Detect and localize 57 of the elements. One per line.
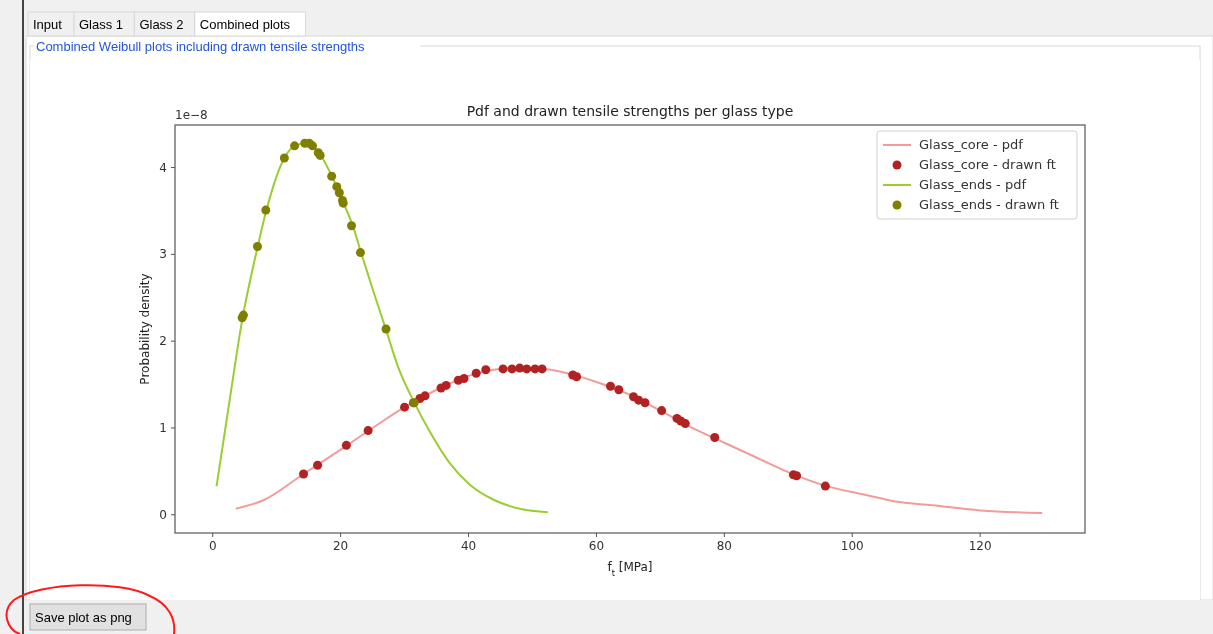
legend-label: Glass_core - pdf	[919, 137, 1024, 152]
text: Save plot as png	[35, 610, 132, 625]
text: Glass 1	[79, 17, 124, 32]
point	[710, 433, 720, 443]
point	[680, 419, 690, 429]
point	[313, 460, 323, 470]
point	[522, 364, 532, 374]
x-tick-label: 0	[208, 539, 217, 553]
text: Combined plots	[199, 17, 291, 32]
point	[640, 398, 650, 408]
x-tick-label: 100	[840, 539, 864, 553]
point	[327, 171, 337, 181]
point	[614, 385, 624, 395]
text: 1e−8	[175, 108, 208, 122]
y-tick-label: 2	[159, 334, 167, 349]
point	[471, 368, 481, 378]
point	[820, 481, 830, 491]
point	[253, 242, 262, 252]
point	[537, 364, 547, 374]
chart-title: Pdf and drawn tensile strengths per glass type	[466, 103, 794, 119]
point	[363, 426, 373, 436]
point	[334, 188, 344, 198]
x-tick-label: 60	[588, 539, 605, 553]
text: Glass 2	[139, 17, 184, 32]
point	[261, 205, 271, 215]
chart-subtitle: Combined Weibull plots including drawn tensile strengths	[36, 39, 366, 54]
point	[347, 221, 356, 231]
y-tick-label: 4	[159, 160, 167, 175]
y-axis-title: Probability density	[138, 273, 152, 385]
x-tick-label: 40	[460, 539, 477, 553]
point	[498, 364, 508, 374]
point	[341, 440, 351, 450]
point	[279, 153, 289, 163]
legend-label: Glass_core - drawn ft	[919, 157, 1056, 172]
point	[459, 373, 469, 383]
text: Input	[33, 17, 63, 32]
point	[400, 402, 410, 412]
point	[606, 381, 615, 391]
point	[792, 471, 802, 481]
point	[299, 469, 309, 479]
y-tick-label: 0	[159, 507, 167, 522]
x-tick-label: 120	[968, 539, 992, 553]
point	[290, 141, 300, 151]
legend-label: Glass_ends - drawn ft	[919, 197, 1059, 212]
point	[355, 248, 365, 258]
point	[572, 372, 582, 382]
point	[441, 380, 451, 390]
y-tick-label: 3	[159, 247, 167, 262]
x-axis-title: f$_{t}$ [MPa]	[607, 560, 653, 578]
x-tick-label: 20	[332, 539, 349, 553]
legend-label: Glass_ends - pdf	[919, 177, 1027, 192]
point	[481, 365, 491, 375]
point	[381, 324, 391, 334]
point	[657, 406, 667, 416]
point	[420, 391, 430, 401]
x-tick-label: 80	[716, 539, 732, 553]
y-tick-label: 1	[159, 420, 167, 435]
